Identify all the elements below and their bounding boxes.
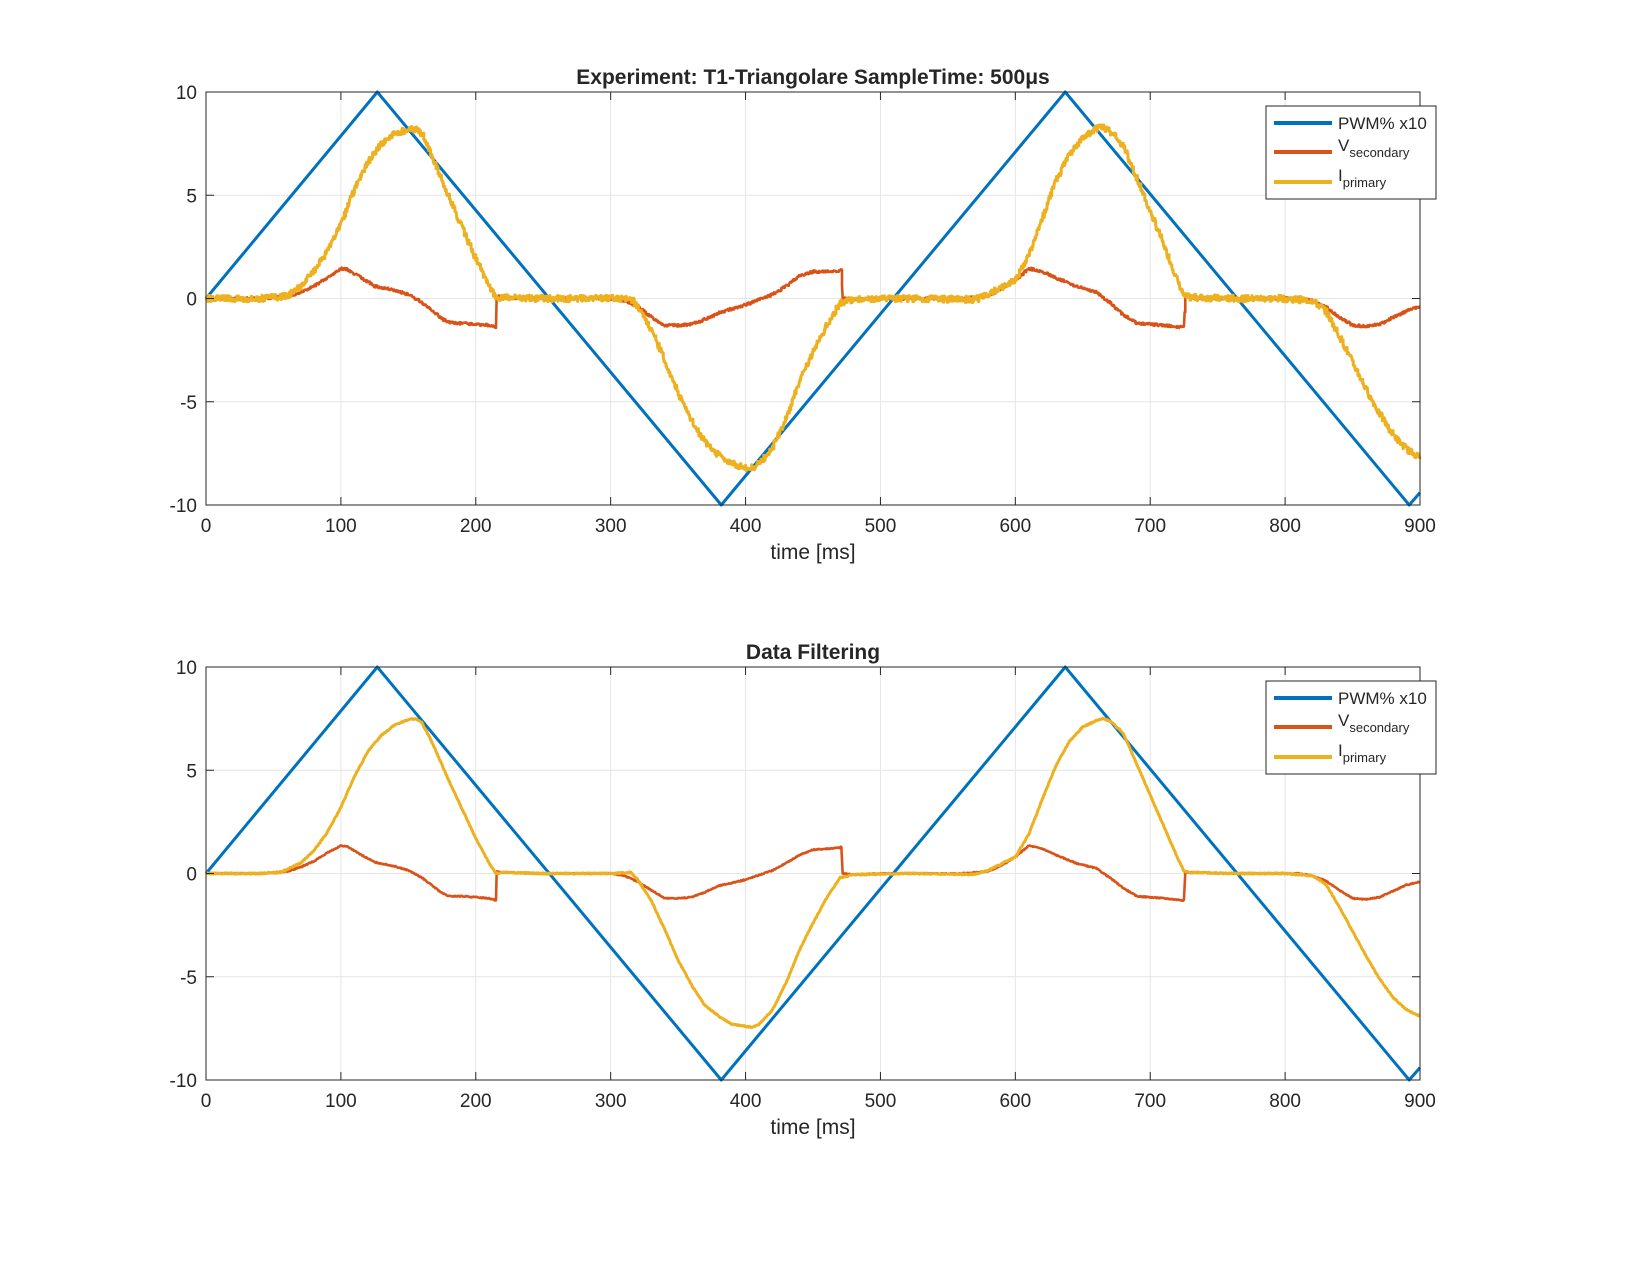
chart-top: 0 100 200 300 400 500 600 700 800 900 -10 -5 0 5 10 E… — [170, 66, 1437, 564]
chart-bottom-xtick-label: 100 — [325, 1091, 357, 1112]
chart-bottom-xtick-label: 0 — [201, 1091, 212, 1112]
chart-top-ytick-label: 10 — [176, 83, 197, 104]
chart-top-xtick-label: 400 — [730, 516, 762, 537]
chart-bottom-xticks: 0 100 200 300 400 500 600 700 800 900 — [201, 667, 1436, 1112]
chart-bottom-xtick-label: 400 — [730, 1091, 762, 1112]
chart-top-ytick-label: -10 — [170, 496, 197, 517]
chart-top-xtick-label: 900 — [1404, 516, 1436, 537]
chart-top-legend-pwm-label: PWM% x10 — [1338, 114, 1427, 133]
chart-bottom-legend-iprimary-label: Iprimary — [1338, 741, 1387, 765]
chart-bottom-ytick-label: 10 — [176, 658, 197, 679]
chart-bottom-ytick-label: 5 — [186, 761, 197, 782]
chart-top-legend-vsecondary-label: Vsecondary — [1338, 136, 1410, 160]
chart-top-xlabel: time [ms] — [770, 541, 855, 564]
chart-top-xtick-label: 600 — [999, 516, 1031, 537]
chart-top-xtick-label: 0 — [201, 516, 212, 537]
chart-top-ytick-label: -5 — [180, 393, 197, 414]
chart-bottom-yticks: -10 -5 0 5 10 — [170, 658, 1420, 1092]
chart-bottom-legend-vsecondary-label: Vsecondary — [1338, 711, 1410, 735]
chart-top-xtick-label: 200 — [460, 516, 492, 537]
chart-top-ytick-label: 5 — [186, 186, 197, 207]
chart-top-series — [204, 90, 1422, 507]
chart-top-legend: PWM% x10 Vsecondary Iprimary — [1265, 105, 1437, 200]
chart-bottom-title: Data Filtering — [746, 641, 880, 664]
chart-top-series-iprimary — [205, 123, 1422, 473]
chart-bottom-xtick-label: 500 — [865, 1091, 897, 1112]
chart-top-xticks: 0 100 200 300 400 500 600 700 800 900 — [201, 92, 1436, 537]
chart-bottom-legend-pwm-label: PWM% x10 — [1338, 689, 1427, 708]
chart-bottom-xlabel: time [ms] — [770, 1116, 855, 1139]
chart-bottom-series-iprimary — [205, 716, 1421, 1030]
chart-top-ytick-label: 0 — [186, 290, 197, 311]
chart-top-xtick-label: 800 — [1269, 516, 1301, 537]
chart-top-yticks: -10 -5 0 5 10 — [170, 83, 1420, 517]
chart-bottom-series — [204, 665, 1422, 1082]
chart-bottom-xtick-label: 200 — [460, 1091, 492, 1112]
chart-bottom-ytick-label: -10 — [170, 1071, 197, 1092]
chart-top-xtick-label: 500 — [865, 516, 897, 537]
chart-bottom-ytick-label: 0 — [186, 865, 197, 886]
chart-bottom: 0 100 200 300 400 500 600 700 800 900 -10 -5 0 5 10 D… — [170, 641, 1437, 1139]
chart-bottom-xtick-label: 800 — [1269, 1091, 1301, 1112]
chart-top-xtick-label: 300 — [595, 516, 627, 537]
chart-bottom-xtick-label: 600 — [999, 1091, 1031, 1112]
chart-bottom-xtick-label: 300 — [595, 1091, 627, 1112]
chart-top-xtick-label: 700 — [1134, 516, 1166, 537]
chart-bottom-xtick-label: 700 — [1134, 1091, 1166, 1112]
chart-bottom-xtick-label: 900 — [1404, 1091, 1436, 1112]
chart-top-xtick-label: 100 — [325, 516, 357, 537]
chart-top-title: Experiment: T1-Triangolare SampleTime: 5… — [576, 66, 1049, 89]
chart-bottom-legend: PWM% x10 Vsecondary Iprimary — [1265, 680, 1437, 775]
chart-top-legend-iprimary-label: Iprimary — [1338, 166, 1387, 190]
chart-bottom-ytick-label: -5 — [180, 968, 197, 989]
